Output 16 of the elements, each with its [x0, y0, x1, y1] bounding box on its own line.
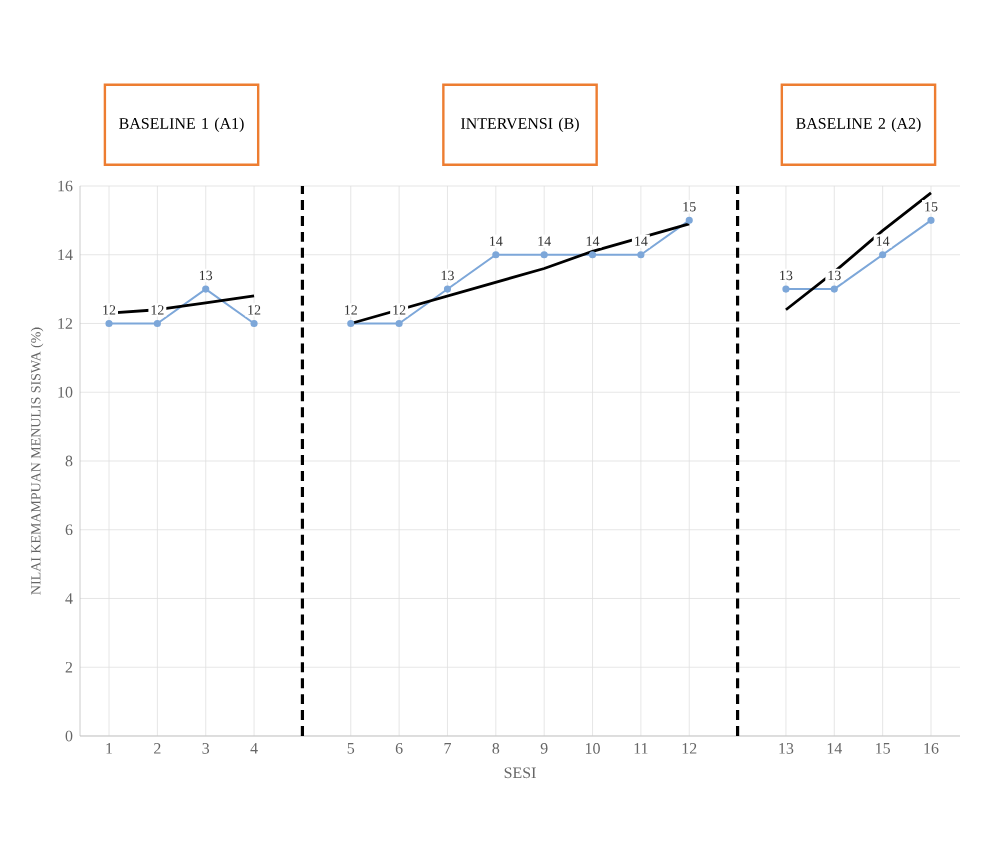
point	[685, 216, 693, 224]
point	[202, 285, 210, 293]
point	[395, 319, 403, 328]
point	[153, 319, 161, 328]
point	[250, 319, 258, 328]
point	[588, 251, 597, 259]
point	[637, 251, 645, 259]
point	[492, 251, 500, 259]
point	[443, 285, 452, 293]
point	[105, 319, 113, 328]
point	[879, 251, 887, 259]
point	[540, 251, 548, 259]
point	[782, 285, 790, 293]
point	[830, 285, 838, 293]
point	[347, 319, 355, 328]
point	[927, 216, 935, 224]
